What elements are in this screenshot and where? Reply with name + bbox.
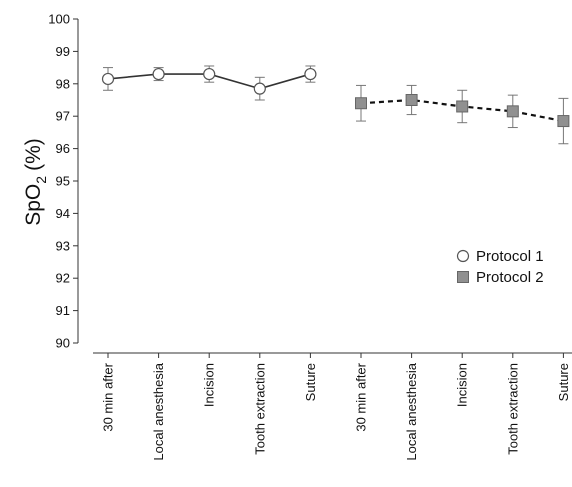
data-point (203, 67, 216, 81)
x-tick-label: Local anesthesia (404, 362, 419, 460)
y-tick-label: 95 (56, 174, 70, 189)
legend-label: Protocol 2 (476, 269, 544, 286)
x-tick-label: 30 min after (354, 362, 369, 431)
legend: Protocol 1 Protocol 2 (456, 248, 544, 286)
y-tick-label: 94 (56, 206, 70, 221)
x-tick-label: Tooth extraction (252, 363, 267, 455)
data-point (152, 67, 165, 81)
data-point (456, 100, 469, 113)
data-point (557, 115, 570, 128)
y-tick-label: 98 (56, 76, 70, 91)
y-tick-label: 96 (56, 141, 70, 156)
x-tick-label: Suture (556, 363, 571, 401)
y-axis-title-main: SpO (22, 184, 45, 226)
legend-marker (457, 271, 469, 283)
data-point (304, 67, 317, 81)
y-tick-label: 90 (56, 336, 70, 351)
y-tick-label: 92 (56, 271, 70, 286)
data-point (355, 97, 367, 110)
y-axis: 90 91 92 93 94 95 96 97 98 99 100 (48, 12, 79, 351)
legend-label: Protocol 1 (476, 248, 544, 265)
series-layer (101, 65, 570, 145)
series-protocol-1 (101, 65, 317, 101)
x-tick-label: Incision (455, 363, 470, 407)
data-point (101, 72, 115, 86)
y-tick-label: 93 (56, 238, 70, 253)
x-tick-label: Suture (303, 363, 318, 401)
data-point (506, 105, 519, 118)
y-axis-title-unit: (%) (22, 138, 45, 171)
legend-marker (456, 249, 470, 263)
x-tick-label: Local anesthesia (151, 362, 166, 460)
y-tick-label: 99 (56, 44, 70, 59)
x-tick-label: Tooth extraction (505, 363, 520, 455)
y-tick-label: 100 (48, 12, 70, 27)
data-point (253, 82, 266, 95)
x-tick-label: 30 min after (101, 362, 116, 431)
x-axis: 30 min after Local anesthesia Incision Toot… (93, 352, 572, 461)
y-axis-title: SpO2 (%) (22, 138, 49, 226)
x-tick-label: Incision (202, 363, 217, 407)
data-point (405, 94, 418, 106)
y-tick-label: 97 (56, 109, 70, 124)
series-protocol-2 (355, 84, 570, 145)
y-tick-label: 91 (56, 303, 70, 318)
y-axis-title-sub: 2 (33, 176, 49, 184)
